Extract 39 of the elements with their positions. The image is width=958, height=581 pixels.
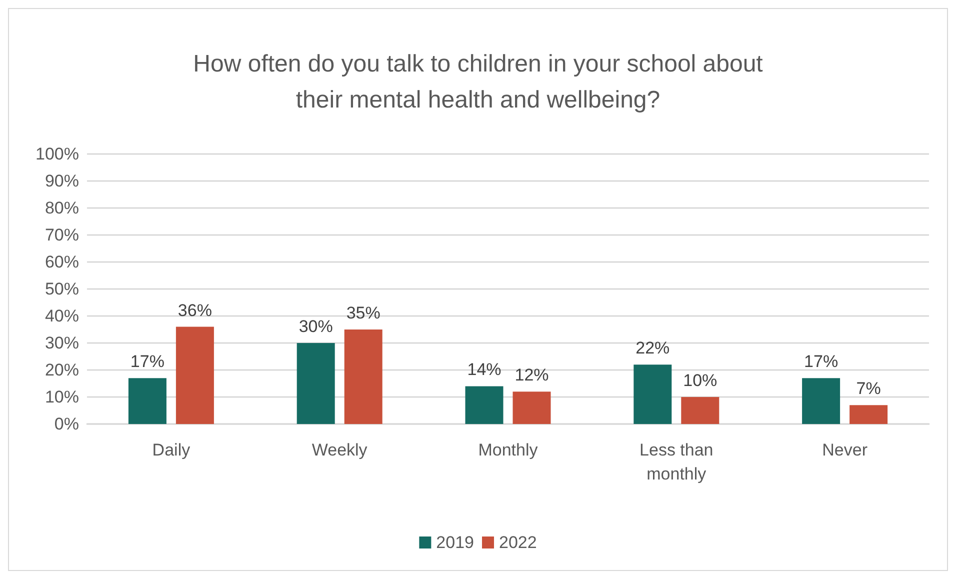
data-label: 7%	[856, 379, 881, 398]
bar	[128, 378, 166, 424]
bar	[681, 397, 720, 424]
y-tick-label: 50%	[44, 280, 79, 298]
x-tick-label: Monthly	[478, 440, 538, 460]
x-tick-label: Never	[822, 440, 868, 460]
data-label: 12%	[514, 366, 549, 385]
y-tick-label: 30%	[44, 334, 79, 352]
bar	[802, 378, 840, 424]
data-label: 10%	[683, 371, 718, 390]
y-tick-label: 40%	[44, 306, 79, 326]
y-tick-label: 10%	[44, 388, 79, 406]
y-tick-label: 70%	[44, 226, 79, 244]
y-tick-label: 80%	[44, 198, 79, 218]
bar	[296, 343, 335, 424]
legend-label: 2019	[436, 533, 474, 552]
y-tick-label: 100%	[36, 144, 79, 164]
x-tick-label: Weekly	[312, 440, 368, 460]
bar	[634, 364, 672, 424]
legend-label: 2022	[499, 533, 537, 552]
bar	[176, 326, 214, 424]
bar	[465, 386, 504, 424]
bar	[344, 330, 382, 424]
data-label: 30%	[298, 317, 333, 336]
y-tick-label: 20%	[44, 360, 79, 380]
data-label: 35%	[346, 304, 380, 322]
y-tick-label: 60%	[44, 252, 79, 272]
y-tick-label: 0%	[54, 414, 79, 434]
y-tick-label: 90%	[44, 172, 79, 190]
chart-title: How often do you talk to children in your school about their mental health and wellbeing?	[193, 50, 764, 114]
data-label: 17%	[130, 352, 164, 372]
x-tick-label: Daily	[152, 440, 191, 460]
bar	[850, 405, 888, 424]
data-label: 14%	[467, 360, 502, 380]
bar	[512, 392, 551, 424]
data-label: 36%	[178, 300, 212, 320]
data-label: 17%	[804, 352, 838, 372]
data-label: 22%	[636, 338, 670, 358]
x-tick-label: Less than monthly	[640, 440, 714, 484]
